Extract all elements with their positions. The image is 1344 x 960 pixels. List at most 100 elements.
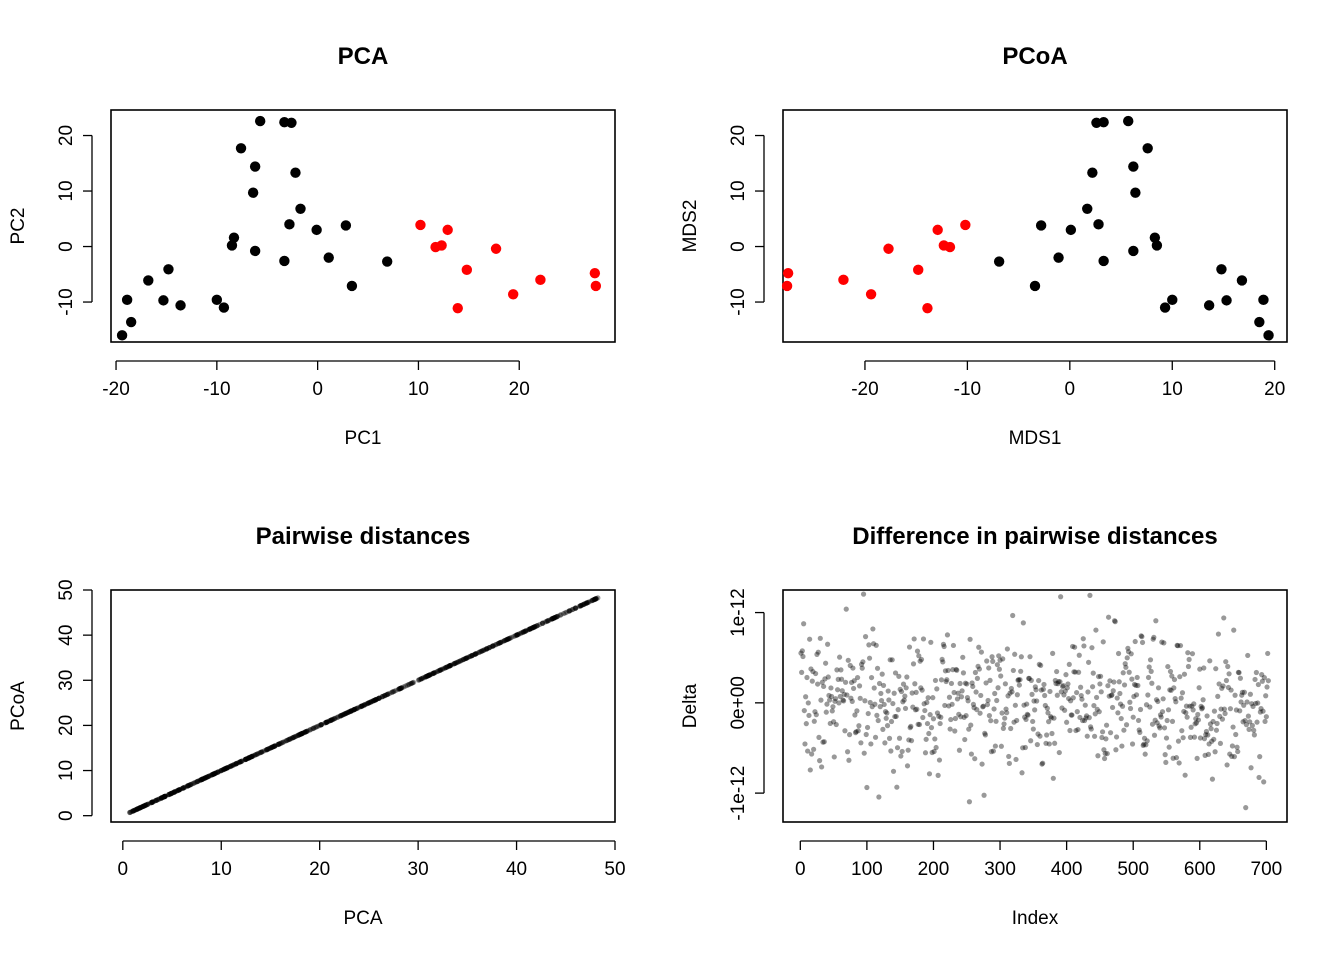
panel-pairwise-point [280,739,286,745]
panel-pairwise-point [372,697,378,703]
panel-pairwise-point [184,783,191,789]
panel-difference-point [1063,672,1069,678]
panel-difference-point [1013,756,1019,763]
panel-difference-point [821,739,827,745]
panel-pairwise-point [249,753,255,760]
panel-pairwise-point [409,680,416,686]
panel-pairwise-point [161,794,167,800]
panel-difference-point [1075,726,1081,733]
panel-pairwise-point [566,608,572,614]
panel-pairwise-point [242,757,248,763]
panel-difference-point [1080,717,1086,724]
panel-pairwise-point [161,793,168,800]
panel-difference-point [1191,701,1197,707]
panel-pairwise-point [158,795,164,801]
panel-pcoa-point [1065,224,1077,236]
panel-difference-point [1029,691,1035,697]
panel-pairwise-point [229,763,235,769]
panel-difference-point [1149,721,1156,727]
panel-pairwise-point [344,710,350,716]
panel-difference-point [869,704,875,710]
panel-difference-point [1259,672,1265,678]
panel-difference-point [802,741,808,747]
panel-difference-point [1142,751,1148,757]
panel-difference-point [886,697,892,703]
panel-difference-point [1000,656,1006,662]
panel-difference-point [1171,685,1177,691]
panel-difference-point [892,670,899,676]
panel-difference-point [841,691,847,697]
panel-pairwise-point [252,752,258,758]
panel-difference-x-tick-label: 0 [795,859,806,880]
panel-pairwise-point [337,713,344,719]
panel-difference-point [882,740,888,746]
panel-pairwise-point [361,702,367,708]
panel-pairwise-point [318,722,324,728]
panel-difference-point [850,665,856,671]
panel-difference-point [1156,723,1162,729]
panel-pca-point [228,232,240,243]
panel-pairwise-point [180,785,186,791]
panel-pairwise-point [396,686,402,692]
panel-pairwise-y-tick-label: 40 [56,625,77,646]
panel-pairwise-point [522,628,529,634]
panel-pairwise-point [467,653,473,659]
panel-difference-point [894,784,900,790]
panel-pcoa-point [960,219,971,231]
panel-difference-point [1051,715,1057,721]
panel-difference-point [1066,661,1072,668]
panel-pairwise-point [335,714,341,720]
panel-pairwise-point [201,775,207,781]
panel-difference-point [1064,685,1070,691]
panel-difference-point [920,714,926,721]
panel-pairwise-point [247,754,253,760]
panel-difference-point [1083,713,1090,719]
panel-difference-point [1179,728,1185,734]
panel-difference-point [1177,642,1184,649]
panel-pairwise-point [254,751,260,757]
panel-difference-point [1256,774,1262,781]
panel-difference-point [1225,663,1231,670]
panel-pairwise-point [473,651,479,657]
panel-pcoa-point [1029,280,1041,292]
panel-difference-point [1130,714,1136,720]
panel-pairwise-y-tick-label: 10 [56,760,77,781]
panel-pairwise-point [446,663,452,669]
panel-difference-point [981,792,987,798]
panel-difference-point [1119,703,1126,709]
panel-difference-point [870,641,877,647]
panel-pairwise-point [161,794,167,800]
panel-pairwise-point [176,787,183,793]
panel-pcoa-point [1203,300,1215,311]
panel-pairwise-point [212,770,219,776]
panel-difference-point [1248,765,1254,771]
panel-difference-point [1260,708,1266,714]
panel-pairwise-point [461,656,467,663]
panel-difference-point [996,653,1002,659]
panel-pairwise-point [435,668,441,674]
panel-difference-point [1101,755,1108,762]
panel-pairwise-point [391,688,397,694]
panel-pairwise-point [242,756,249,763]
panel-difference-point [1081,643,1087,649]
panel-pairwise-point [132,807,138,813]
panel-pcoa-ylabel: MDS2 [680,200,701,253]
panel-pairwise-point [489,643,496,649]
panel-difference-point [921,701,927,707]
panel-pairwise-point [148,800,154,806]
panel-difference-point [918,685,924,691]
panel-difference-point [1139,634,1145,640]
panel-pairwise-point [246,755,252,761]
panel-difference-point [1115,710,1121,716]
panel-pairwise-point [295,732,301,739]
panel-pairwise-point [546,617,552,623]
panel-difference-point [862,698,868,704]
panel-pairwise-point [176,787,182,793]
panel-difference-point [976,644,982,650]
panel-difference-point [948,716,954,723]
panel-pairwise-point [211,771,217,777]
panel-pairwise-point [513,632,519,638]
panel-difference-point [1124,655,1130,661]
panel-pairwise-point [238,758,245,764]
panel-difference-point [1084,733,1090,739]
